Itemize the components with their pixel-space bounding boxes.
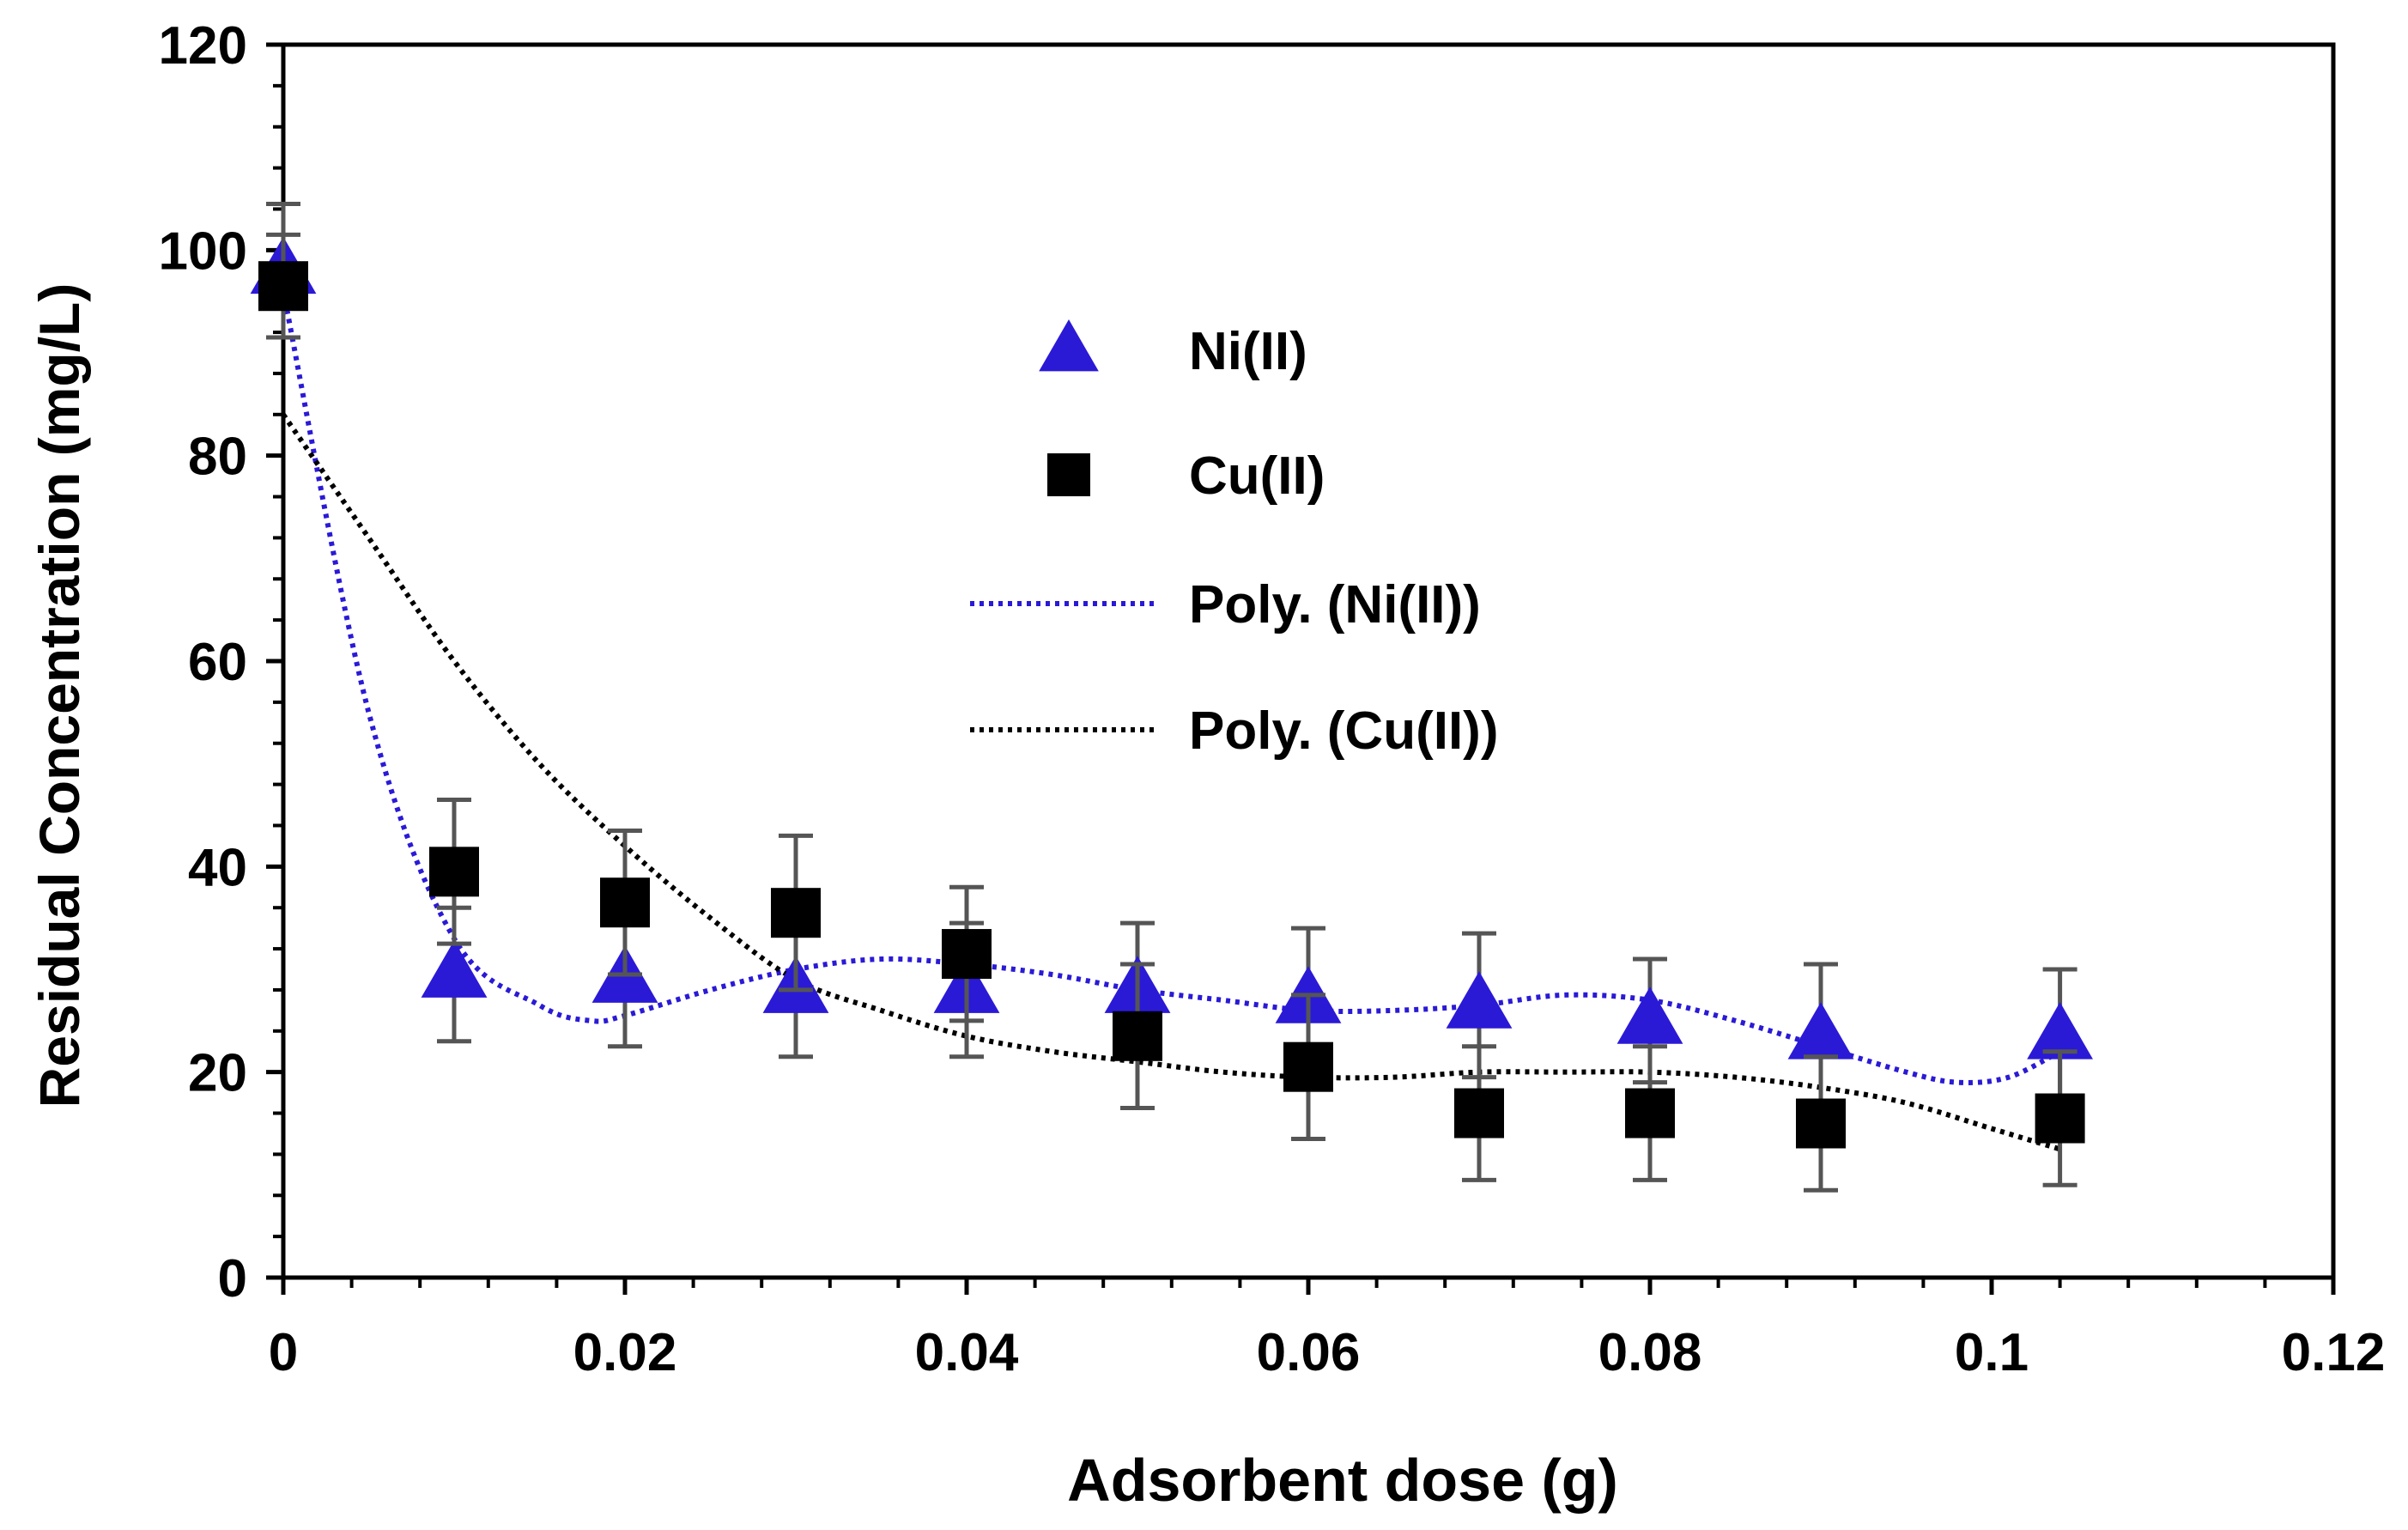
x-tick-label: 0.02: [573, 1323, 677, 1382]
data-point-triangle: [1446, 971, 1513, 1029]
y-axis-title: Residual Concentration (mg/L): [27, 283, 91, 1108]
data-point-triangle: [1616, 987, 1683, 1044]
axis-labels: Adsorbent dose (g) Residual Concentratio…: [27, 283, 1618, 1514]
data-point-square: [1113, 1011, 1162, 1061]
x-tick-label: 0.04: [915, 1323, 1019, 1382]
x-tick-label: 0.06: [1257, 1323, 1361, 1382]
series-layer: [250, 201, 2093, 1193]
trendline-poly-cu-ii: [281, 413, 2061, 1152]
data-point-triangle: [2027, 1002, 2093, 1059]
data-point-square: [771, 888, 821, 938]
legend-label: Ni(II): [1189, 322, 1307, 381]
trendline-layer: [281, 290, 2061, 1152]
y-tick-label: 20: [188, 1044, 247, 1103]
data-point-square: [429, 847, 479, 897]
trendline-poly-ni-ii: [281, 290, 2061, 1085]
data-point-square: [1283, 1041, 1333, 1092]
series-cu-ii: [258, 232, 2085, 1193]
axes-layer: 0 20 40 60 80 100 120 0 0.02 0.04 0.06 0.08 0.1 0.12: [159, 16, 2386, 1382]
y-tick-label: 80: [188, 428, 247, 487]
x-tick-label: 0.12: [2282, 1323, 2386, 1382]
x-tick-label: 0.08: [1598, 1323, 1702, 1382]
x-axis-title: Adsorbent dose (g): [1067, 1447, 1618, 1514]
y-tick-label: 120: [159, 16, 247, 76]
data-point-triangle: [421, 940, 488, 998]
y-tick-label: 0: [218, 1249, 247, 1308]
data-point-square: [2035, 1093, 2085, 1144]
legend-label: Poly. (Cu(II)): [1189, 701, 1498, 761]
data-point-square: [942, 929, 992, 980]
series-ni-ii: [250, 201, 2093, 1111]
data-point-square: [258, 261, 308, 312]
data-point-triangle: [1787, 1002, 1854, 1059]
y-tick-label: 100: [159, 222, 247, 281]
data-point-square: [1454, 1088, 1504, 1138]
y-tick-label: 40: [188, 838, 247, 897]
x-tick-label: 0: [269, 1323, 298, 1382]
legend: Ni(II) Cu(II) Poly. (Ni(II)) Poly. (Cu(II)): [970, 319, 1498, 761]
legend-label: Cu(II): [1189, 446, 1325, 506]
data-point-square: [1625, 1088, 1675, 1138]
y-tick-label: 60: [188, 633, 247, 692]
data-point-square: [1796, 1098, 1846, 1149]
data-point-square: [600, 877, 650, 928]
legend-label: Poly. (Ni(II)): [1189, 575, 1481, 634]
x-tick-label: 0.1: [1955, 1323, 2029, 1382]
legend-marker-square: [1047, 453, 1090, 496]
legend-marker-triangle: [1039, 319, 1099, 372]
